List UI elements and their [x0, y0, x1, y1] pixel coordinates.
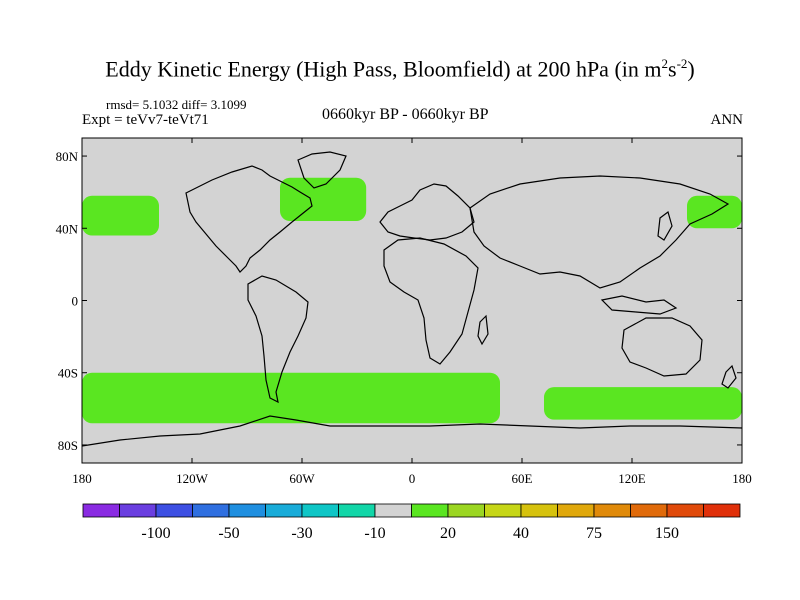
lat-label: 80S	[58, 438, 78, 453]
coastlines	[82, 151, 742, 447]
map-title: Eddy Kinetic Energy (High Pass, Bloomfie…	[105, 56, 695, 82]
colorbar-label: 40	[513, 525, 529, 542]
colorbar-swatch	[228, 503, 266, 518]
lon-label: 180	[72, 471, 92, 486]
anomaly-region-north-atlantic	[280, 177, 367, 222]
longitude-axis: 180 120W 60W 0 60E 120E 180	[72, 138, 752, 486]
lon-label: 180	[732, 471, 752, 486]
colorbar-swatch	[666, 503, 704, 518]
latitude-axis: 80N 40N 0 40S 80S	[56, 149, 742, 453]
colorbar-swatch	[411, 503, 449, 518]
colorbar-swatch	[82, 503, 120, 518]
colorbar-swatch	[119, 503, 157, 518]
lon-label: 60E	[512, 471, 533, 486]
colorbar-swatch	[630, 503, 668, 518]
colorbar-label: 75	[586, 525, 602, 542]
colorbar-swatch	[265, 503, 303, 518]
colorbar-label: -50	[218, 525, 239, 542]
colorbar-label: 20	[440, 525, 456, 542]
colorbar-swatch	[557, 503, 595, 518]
colorbar-label: -30	[291, 525, 312, 542]
lon-label: 0	[409, 471, 416, 486]
lat-label: 0	[72, 294, 79, 309]
anomaly-region-southern-ocean-west	[82, 372, 500, 424]
colorbar-swatch	[447, 503, 485, 518]
lat-label: 40S	[58, 366, 78, 381]
colorbar-swatch	[338, 503, 376, 518]
anomaly-region-north-pacific-east	[82, 195, 159, 236]
stats-text: rmsd= 5.1032 diff= 3.1099	[106, 97, 247, 112]
colorbar-swatch	[484, 503, 522, 518]
colorbar-swatch	[520, 503, 558, 518]
colorbar-swatch	[192, 503, 230, 518]
colorbar-label: 150	[655, 525, 679, 542]
experiment-label: Expt = teVv7-teVt71	[82, 112, 209, 128]
lon-label: 120E	[618, 471, 646, 486]
period-label: 0660kyr BP - 0660kyr BP	[322, 106, 489, 123]
lon-label: 60W	[289, 471, 315, 486]
anomaly-region-southern-ocean-east	[544, 387, 742, 420]
lat-label: 40N	[56, 221, 79, 236]
colorbar-swatch	[703, 503, 741, 518]
colorbar-swatch	[593, 503, 631, 518]
colorbar-swatch	[301, 503, 339, 518]
lon-label: 120W	[176, 471, 209, 486]
colorbar-swatch	[374, 503, 412, 518]
colorbar-swatch	[155, 503, 193, 518]
season-label: ANN	[710, 112, 744, 128]
colorbar: -100 -50 -30 -10 20 40 75 150	[82, 503, 741, 542]
colorbar-label: -10	[364, 525, 385, 542]
lat-label: 80N	[56, 149, 79, 164]
colorbar-label: -100	[141, 525, 170, 542]
